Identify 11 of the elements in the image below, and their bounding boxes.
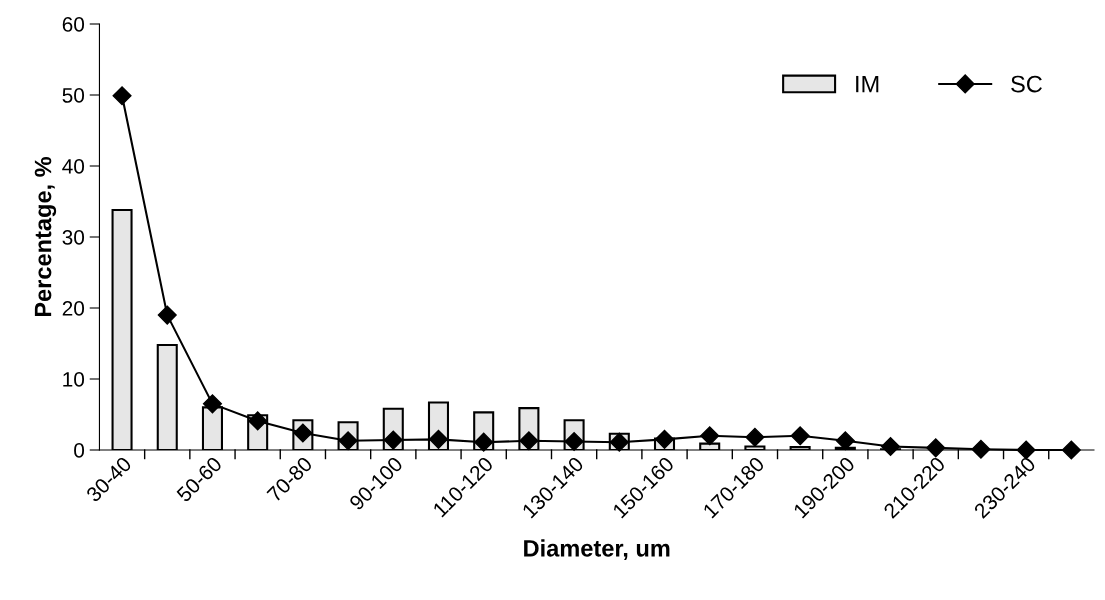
y-tick-label: 30 (62, 230, 85, 245)
y-tick-label: 40 (62, 159, 85, 174)
y-tick-label: 60 (62, 17, 85, 32)
y-tick-label: 0 (74, 443, 85, 458)
x-axis-title: Diameter, um (524, 539, 670, 561)
y-tick-label: 20 (62, 301, 85, 316)
y-tick-label: 10 (63, 372, 85, 387)
legend-label: SC (1011, 75, 1042, 93)
legend-label: IM (856, 75, 879, 93)
y-tick-label: 50 (62, 88, 85, 103)
y-axis-title: Percentage, % (34, 156, 57, 317)
